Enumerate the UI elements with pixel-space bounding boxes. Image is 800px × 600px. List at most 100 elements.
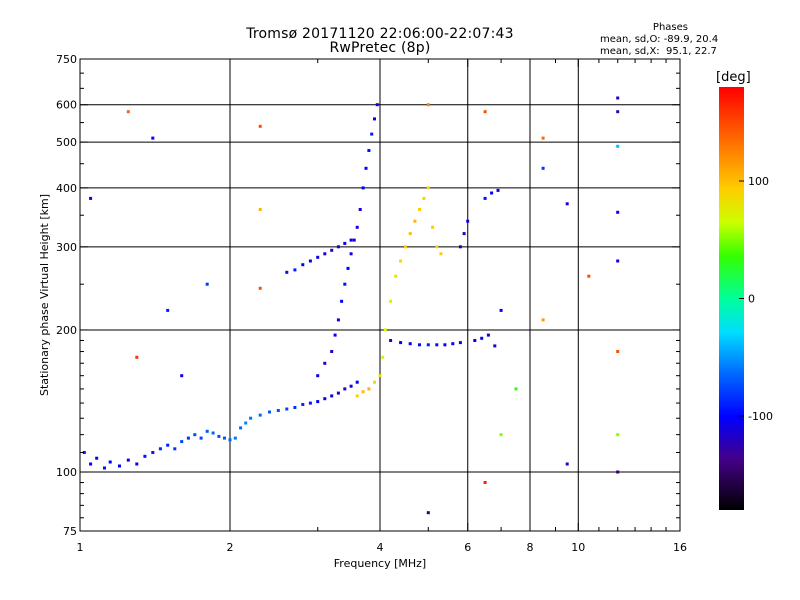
y-tick-label: 200 <box>56 324 77 337</box>
colorbar-tick-label: 100 <box>748 175 769 188</box>
data-point <box>358 208 362 211</box>
data-point <box>499 433 503 437</box>
data-point <box>301 403 305 406</box>
data-point <box>493 344 497 348</box>
data-point <box>336 318 340 322</box>
data-point <box>233 436 237 440</box>
y-tick-label: 500 <box>56 136 77 149</box>
data-point <box>108 460 112 464</box>
data-point <box>180 374 184 378</box>
y-axis-label: Stationary phase Virtual Height [km] <box>38 194 51 396</box>
data-point <box>166 443 170 447</box>
data-point <box>361 186 365 190</box>
colorbar-title: [deg] <box>716 70 751 85</box>
data-point <box>426 511 430 515</box>
data-point <box>426 103 430 107</box>
data-point <box>258 286 262 290</box>
data-point <box>413 219 417 223</box>
data-point <box>426 186 430 190</box>
data-point <box>439 252 443 256</box>
y-tick-label: 75 <box>63 525 77 538</box>
data-point <box>399 259 403 263</box>
data-point <box>349 384 353 388</box>
data-point <box>349 238 353 242</box>
colorbar-tick-label: -100 <box>748 410 773 423</box>
data-point <box>490 191 494 195</box>
data-point <box>103 466 106 470</box>
data-point <box>323 397 327 401</box>
data-point <box>355 380 359 384</box>
data-point <box>431 225 435 229</box>
data-point <box>408 342 412 346</box>
data-point <box>330 394 334 398</box>
data-point <box>258 208 262 211</box>
data-point <box>276 409 280 412</box>
x-tick-label: 16 <box>673 541 687 554</box>
data-point <box>95 456 99 460</box>
data-point <box>193 433 197 437</box>
data-point <box>443 343 447 347</box>
data-point <box>151 136 155 140</box>
data-point <box>499 308 503 312</box>
data-point <box>381 355 385 359</box>
data-point <box>126 458 130 462</box>
data-point <box>223 436 226 440</box>
data-point <box>616 259 620 263</box>
data-point <box>486 333 490 337</box>
data-point <box>462 232 466 236</box>
data-point <box>258 124 262 128</box>
y-tick-label: 600 <box>56 99 77 112</box>
y-tick-label: 100 <box>56 466 77 479</box>
data-point <box>343 387 347 391</box>
data-point <box>249 416 253 420</box>
y-tick-label: 300 <box>56 241 77 254</box>
data-point <box>349 252 353 256</box>
data-point <box>135 462 139 466</box>
data-point <box>355 394 359 398</box>
data-point <box>343 282 347 286</box>
data-point <box>541 166 545 170</box>
data-point <box>375 103 379 107</box>
x-tick-label: 1 <box>77 541 84 554</box>
chart-title: Tromsø 20171120 22:06:00-22:07:43 <box>246 26 514 42</box>
phase-stats: Phases mean, sd,O: -89.9, 20.4 mean, sd,… <box>600 22 790 58</box>
data-point <box>316 374 320 378</box>
data-point <box>323 252 327 256</box>
colorbar-tick-label: 0 <box>748 293 755 306</box>
data-point <box>330 350 334 353</box>
data-point <box>616 110 620 114</box>
data-point <box>616 210 620 214</box>
data-point <box>126 110 130 114</box>
data-point <box>293 406 297 409</box>
data-point <box>135 355 139 359</box>
data-point <box>483 481 487 484</box>
x-tick-label: 8 <box>527 541 534 554</box>
data-point <box>268 410 271 414</box>
data-point <box>82 451 86 454</box>
data-point <box>293 268 297 272</box>
data-point <box>435 343 439 347</box>
data-point <box>483 196 487 200</box>
data-point <box>336 391 340 395</box>
data-point <box>473 339 477 342</box>
data-point <box>217 434 221 438</box>
data-point <box>323 361 327 365</box>
data-point <box>244 421 248 425</box>
data-point <box>199 436 203 440</box>
data-point <box>480 336 484 340</box>
data-point <box>383 328 387 332</box>
data-point <box>418 343 421 347</box>
data-point <box>418 208 421 211</box>
data-point <box>399 341 403 345</box>
data-point <box>373 117 376 121</box>
phase-stats-header: Phases <box>652 22 688 33</box>
data-point <box>616 433 620 437</box>
x-tick-label: 6 <box>464 541 471 554</box>
data-point <box>541 318 545 322</box>
x-tick-label: 10 <box>571 541 585 554</box>
data-point <box>173 447 177 451</box>
phase-stats-o: mean, sd,O: -89.9, 20.4 <box>600 34 719 45</box>
data-point <box>378 374 382 378</box>
data-point <box>616 144 620 148</box>
